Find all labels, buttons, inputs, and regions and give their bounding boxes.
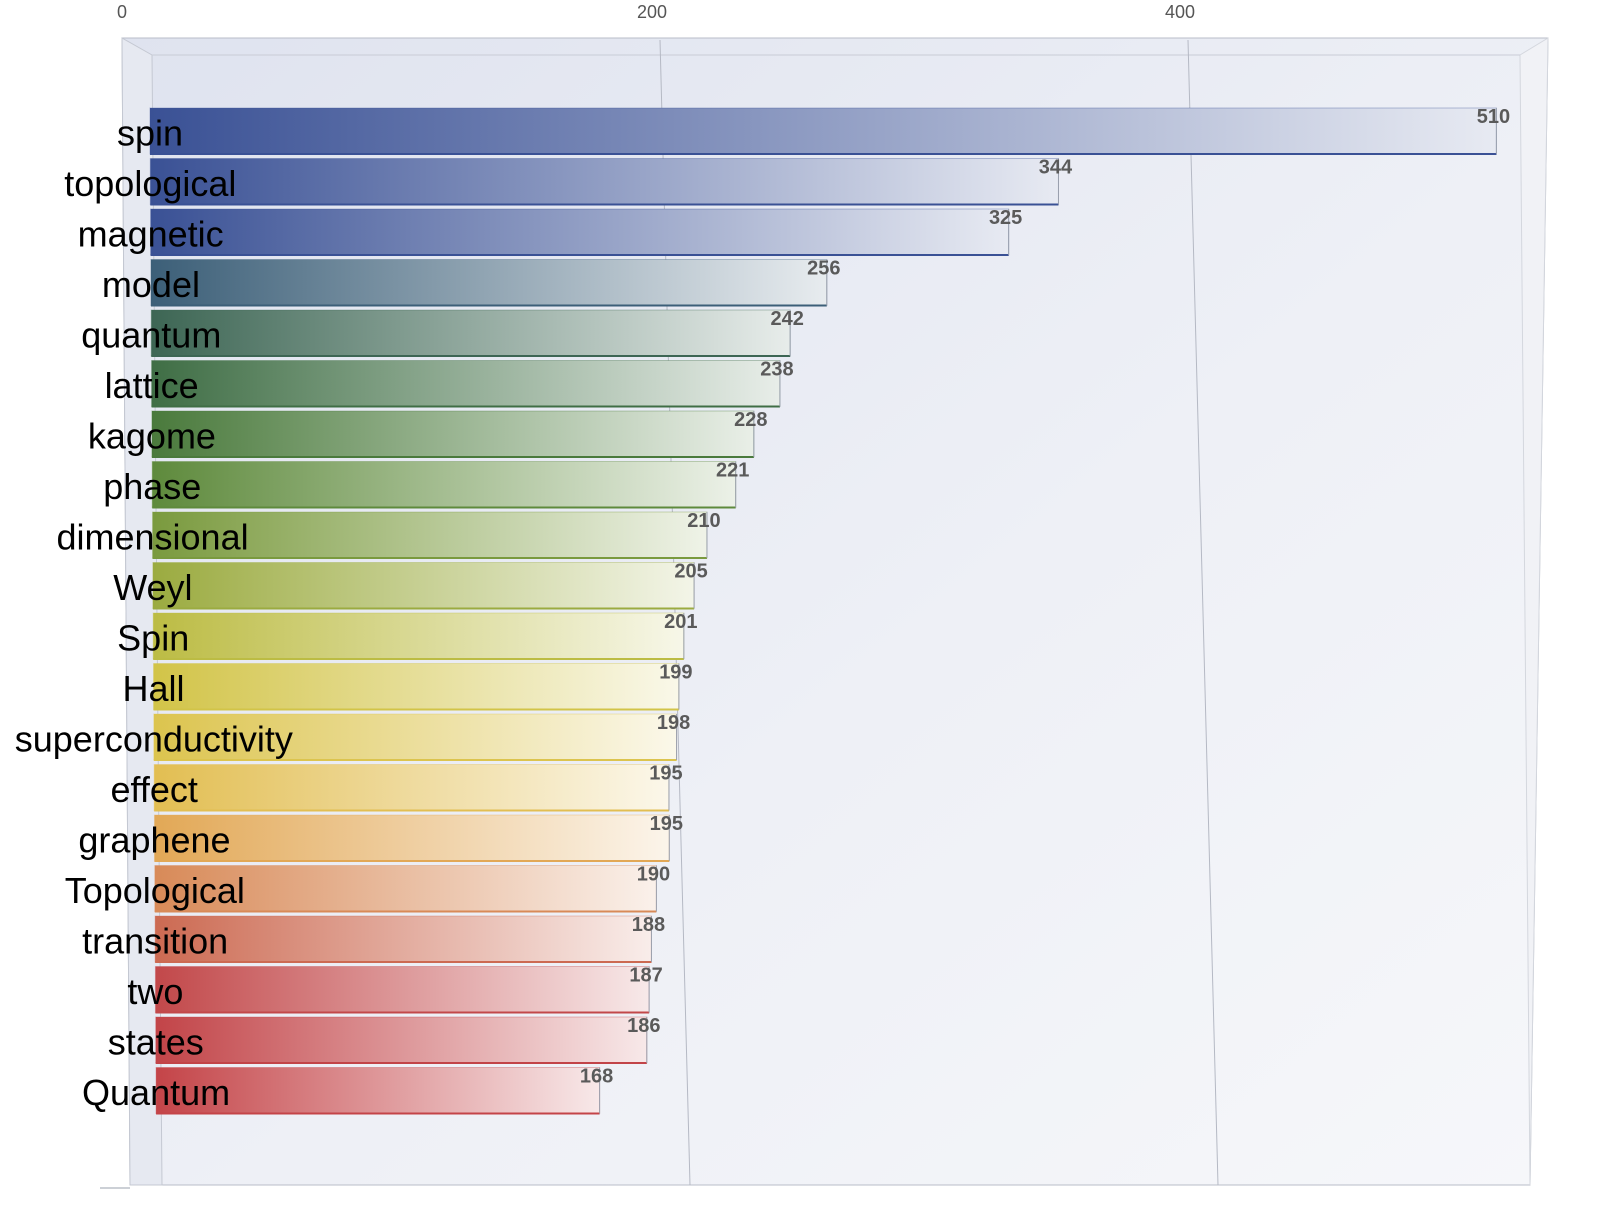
bar-face <box>151 461 737 508</box>
bar-Topological <box>154 865 657 913</box>
bars <box>149 107 1497 1115</box>
category-label: Spin <box>117 618 189 659</box>
bar-face <box>154 966 650 1013</box>
grid-line-400 <box>1187 39 1219 1186</box>
category-label: Weyl <box>113 567 192 608</box>
bar-face <box>153 713 678 761</box>
bar-face <box>151 410 755 458</box>
value-labels: 510 344 325 256 242 238 228 221 210 205 201 199 198 1… <box>580 106 1510 1088</box>
value-label: 201 <box>664 611 697 633</box>
bar-dimensional <box>152 511 708 559</box>
value-label: 186 <box>627 1015 660 1037</box>
category-label: two <box>127 971 183 1012</box>
bar-transition <box>154 915 652 963</box>
bar-face <box>151 360 781 407</box>
category-label: transition <box>82 921 228 962</box>
category-label: states <box>108 1022 204 1063</box>
x-axis-ticks: 0 200 400 <box>117 2 1195 22</box>
bar-effect <box>153 764 670 812</box>
value-label: 510 <box>1477 106 1510 128</box>
bar-kagome <box>151 410 755 458</box>
bar-face <box>149 107 1497 155</box>
category-label: lattice <box>105 365 199 406</box>
category-label: Quantum <box>82 1072 230 1113</box>
bar-face <box>152 612 685 660</box>
category-label: model <box>102 264 200 305</box>
value-label: 195 <box>649 763 682 785</box>
category-labels: spin topological magnetic model quantum latti… <box>15 113 293 1114</box>
value-label: 195 <box>650 813 683 835</box>
value-label: 205 <box>674 561 707 583</box>
value-label: 238 <box>760 359 793 381</box>
right-wall <box>1519 37 1549 1186</box>
bar-states <box>155 1016 648 1064</box>
bar-two <box>154 966 650 1014</box>
bar-topological <box>149 158 1059 206</box>
category-label: spin <box>117 113 183 154</box>
bar-quantum <box>150 309 791 357</box>
value-label: 199 <box>659 662 692 684</box>
bar-face <box>150 259 828 306</box>
category-label: Hall <box>123 668 185 709</box>
category-label: kagome <box>88 416 216 457</box>
bar-face <box>154 915 652 963</box>
bar-magnetic <box>150 208 1010 256</box>
value-label: 188 <box>632 914 665 936</box>
value-label: 190 <box>637 864 670 886</box>
bar-face <box>153 764 670 811</box>
bar-Hall <box>153 663 680 711</box>
bar-face <box>152 562 695 609</box>
bar-model <box>150 259 828 307</box>
value-label: 344 <box>1039 157 1073 179</box>
value-label: 325 <box>989 207 1022 229</box>
category-label: Topological <box>65 870 245 911</box>
x-tick-label: 0 <box>117 2 127 22</box>
category-label: quantum <box>81 315 221 356</box>
x-tick-label: 400 <box>1165 2 1195 22</box>
bar-Spin <box>152 612 685 660</box>
bar-spin <box>149 107 1497 155</box>
value-label: 187 <box>629 965 662 987</box>
category-label: superconductivity <box>15 719 293 760</box>
bar-face <box>150 309 791 357</box>
bar-face <box>153 663 680 710</box>
value-label: 228 <box>734 409 767 431</box>
category-label: dimensional <box>56 517 248 558</box>
bar-lattice <box>151 360 781 408</box>
bar-phase <box>151 461 737 509</box>
value-label: 221 <box>716 460 749 482</box>
category-label: magnetic <box>78 214 224 255</box>
bar-face <box>155 1016 648 1064</box>
value-label: 198 <box>657 712 690 734</box>
x-tick-label: 200 <box>637 2 667 22</box>
category-label: effect <box>110 769 197 810</box>
value-label: 256 <box>807 258 840 280</box>
bar-superconductivity <box>153 713 678 761</box>
bar-face <box>152 511 708 559</box>
value-label: 210 <box>687 510 720 532</box>
category-label: topological <box>64 163 236 204</box>
bar-Quantum <box>155 1067 601 1115</box>
bar-graphene <box>153 814 670 862</box>
bar-face <box>149 158 1059 205</box>
category-label: phase <box>103 466 201 507</box>
value-label: 168 <box>580 1066 613 1088</box>
bar-face <box>153 814 670 862</box>
bar-Weyl <box>152 562 695 610</box>
value-label: 242 <box>770 308 803 330</box>
bar-face <box>150 208 1010 256</box>
category-label: graphene <box>78 820 230 861</box>
